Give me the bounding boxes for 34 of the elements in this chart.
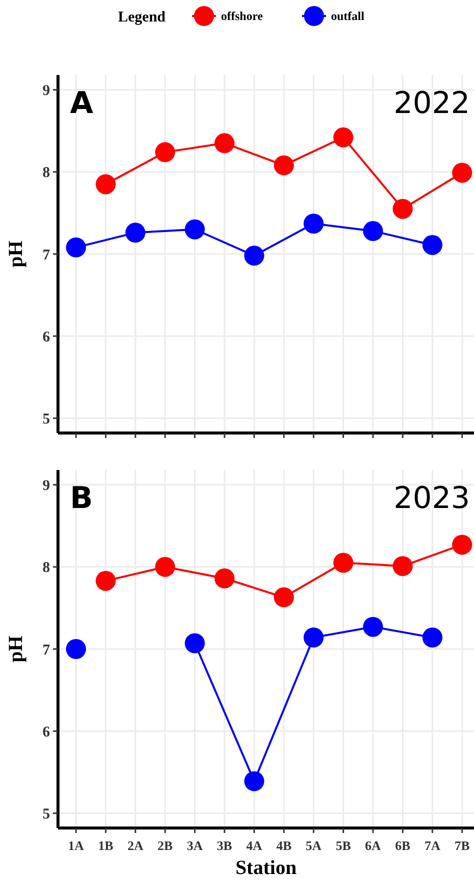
legend-title: Legend: [118, 9, 166, 26]
x-tick-label: 5A: [306, 838, 322, 853]
legend-label: outfall: [331, 9, 365, 24]
chart-subtitle: 2023: [394, 481, 470, 516]
x-tick-label: 1A: [68, 838, 85, 853]
y-tick-label: 8: [42, 560, 50, 576]
x-tick-label: 4A: [246, 838, 263, 853]
x-tick-label: 7A: [424, 838, 441, 853]
y-tick-label: 7: [42, 247, 50, 264]
y-tick-label: 9: [42, 478, 50, 494]
x-tick-label: 6A: [365, 838, 382, 853]
x-tick-label: 5B: [336, 838, 352, 853]
x-axis-title: Station: [235, 857, 297, 879]
y-tick-label: 5: [42, 806, 50, 822]
x-tick-label: 3B: [216, 838, 232, 853]
chart-title: B: [70, 481, 93, 516]
y-axis-title: pH: [5, 240, 27, 268]
x-tick-label: 7B: [454, 838, 470, 853]
x-tick-label: 3A: [186, 838, 204, 853]
chart-title: A: [70, 86, 94, 121]
x-tick-label: 1B: [98, 838, 114, 853]
y-tick-label: 9: [42, 83, 50, 100]
y-tick-label: 7: [42, 642, 50, 658]
x-tick-label: 6B: [395, 838, 411, 853]
y-axis-title: pH: [5, 635, 27, 662]
y-tick-label: 6: [42, 724, 50, 740]
chart-subtitle: 2022: [394, 86, 470, 121]
y-tick-label: 8: [42, 165, 50, 182]
y-tick-label: 6: [42, 329, 50, 346]
y-tick-label: 5: [42, 411, 50, 428]
x-tick-label: 4B: [276, 838, 292, 853]
x-tick-label: 2B: [158, 838, 174, 853]
x-tick-label: 2A: [127, 838, 144, 853]
legend-label: offshore: [221, 9, 264, 24]
